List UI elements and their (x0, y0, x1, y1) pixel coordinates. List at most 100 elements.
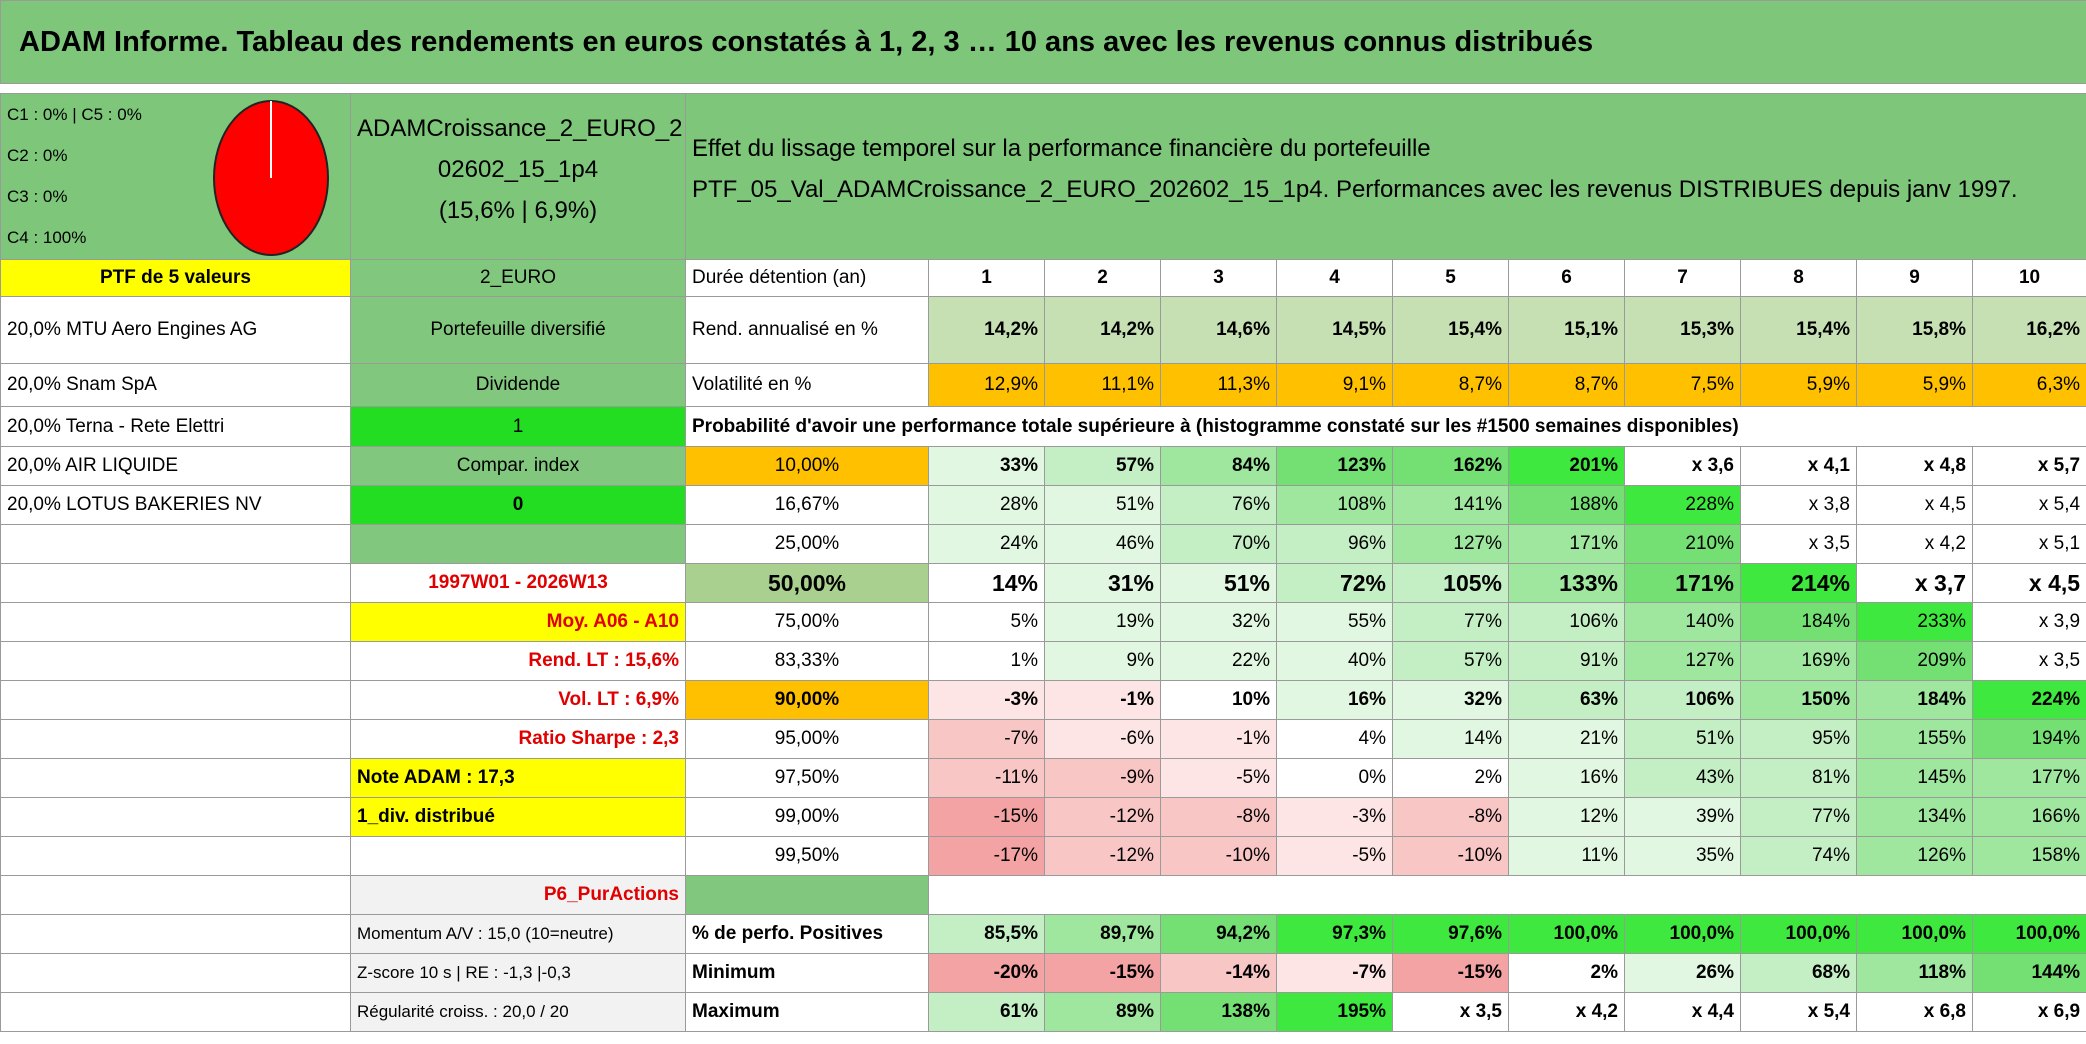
value-cell: 95% (1740, 719, 1857, 759)
value-cell: 4% (1276, 719, 1393, 759)
value-cell (1160, 875, 1277, 915)
spacer (1, 84, 2086, 94)
value-cell: -12% (1044, 797, 1161, 837)
weight: C1 : 0% | C5 : 0% (7, 105, 142, 124)
value-cell: x 4,2 (1508, 992, 1625, 1032)
value-cell: x 6,8 (1856, 992, 1973, 1032)
value-cell: 43% (1624, 758, 1741, 798)
value-cell: 158% (1971, 836, 2086, 876)
value-cell: 145% (1856, 758, 1973, 798)
pie-icon (213, 100, 329, 256)
value-cell: 100,0% (1971, 914, 2086, 954)
value-cell: 6,3% (1971, 363, 2086, 407)
value-cell: -15% (1044, 953, 1161, 993)
table-row (1, 84, 2086, 94)
value-cell: 1 (928, 259, 1045, 297)
value-cell: 40% (1276, 641, 1393, 681)
value-cell: 194% (1971, 719, 2086, 759)
value-cell: x 3,8 (1740, 485, 1857, 525)
value-cell: 24% (928, 524, 1045, 564)
info-cell: Portefeuille diversifié (350, 296, 686, 364)
table-row: Rend. LT : 15,6% 83,33% 1% 9% 22% 40% 57% 91% 12… (0, 641, 2086, 681)
value-cell: 5,9% (1856, 363, 1973, 407)
holding-cell (0, 680, 351, 720)
value-cell: 14% (928, 563, 1045, 603)
value-cell: -20% (928, 953, 1045, 993)
value-cell: -1% (1160, 719, 1277, 759)
label-cell: 99,00% (685, 797, 929, 837)
value-cell: -11% (928, 758, 1045, 798)
holding-cell: 20,0% Terna - Rete Elettri (0, 406, 351, 447)
value-cell: 169% (1740, 641, 1857, 681)
value-cell: -12% (1044, 836, 1161, 876)
label-cell: 95,00% (685, 719, 929, 759)
value-cell: -5% (1160, 758, 1277, 798)
value-cell: 96% (1276, 524, 1393, 564)
value-cell: 5,9% (1740, 363, 1857, 407)
value-cell: 94,2% (1160, 914, 1277, 954)
value-cell: 72% (1276, 563, 1393, 603)
label-cell: 75,00% (685, 602, 929, 642)
value-cell: -8% (1160, 797, 1277, 837)
value-cell: -9% (1044, 758, 1161, 798)
value-cell: 162% (1392, 446, 1509, 486)
holding-cell: PTF de 5 valeurs (0, 259, 351, 297)
label-cell: 83,33% (685, 641, 929, 681)
info-cell: Z-score 10 s | RE : -1,3 |-0,3 (350, 953, 686, 993)
value-cell: 46% (1044, 524, 1161, 564)
value-cell (1392, 875, 1509, 915)
holding-cell (0, 953, 351, 993)
table-row: C1 : 0% | C5 : 0% C2 : 0% C3 : 0% C4 : 100%… (0, 93, 2086, 260)
value-cell: 127% (1392, 524, 1509, 564)
value-cell: 57% (1044, 446, 1161, 486)
info-cell: Compar. index (350, 446, 686, 486)
info-cell: 1_div. distribué (350, 797, 686, 837)
value-cell: 201% (1508, 446, 1625, 486)
value-cell: 184% (1856, 680, 1973, 720)
value-cell: x 5,7 (1971, 446, 2086, 486)
value-cell: 150% (1740, 680, 1857, 720)
value-cell: 77% (1392, 602, 1509, 642)
holding-cell: 20,0% MTU Aero Engines AG (0, 296, 351, 364)
value-cell: 100,0% (1508, 914, 1625, 954)
value-cell: 2% (1392, 758, 1509, 798)
value-cell: -3% (1276, 797, 1393, 837)
value-cell: x 3,6 (1624, 446, 1741, 486)
value-cell: 127% (1624, 641, 1741, 681)
value-cell: 15,8% (1856, 296, 1973, 364)
value-cell: x 5,4 (1971, 485, 2086, 525)
value-cell: 9% (1044, 641, 1161, 681)
value-cell: -5% (1276, 836, 1393, 876)
label-cell: Rend. annualisé en % (685, 296, 929, 364)
value-cell: 10 (1971, 259, 2086, 297)
info-cell (350, 836, 686, 876)
value-cell: 55% (1276, 602, 1393, 642)
value-cell: 91% (1508, 641, 1625, 681)
table-row: ADAM Informe. Tableau des rendements en … (0, 0, 2086, 84)
value-cell: 105% (1392, 563, 1509, 603)
value-cell: x 3,5 (1392, 992, 1509, 1032)
value-cell: x 4,4 (1624, 992, 1741, 1032)
fund-cell: ADAMCroissance_2_EURO_2 02602_15_1p4 (15,6… (350, 93, 686, 260)
value-cell: 14,2% (1044, 296, 1161, 364)
value-cell: 97,3% (1276, 914, 1393, 954)
description: PTF_05_Val_ADAMCroissance_2_EURO_202602_… (692, 176, 2018, 203)
info-cell: 1 (350, 406, 686, 447)
value-cell: 3 (1160, 259, 1277, 297)
value-cell: -15% (928, 797, 1045, 837)
value-cell: 108% (1276, 485, 1393, 525)
value-cell: 51% (1044, 485, 1161, 525)
weight: C3 : 0% (7, 187, 68, 206)
value-cell: 5% (928, 602, 1045, 642)
value-cell: 100,0% (1624, 914, 1741, 954)
value-cell: x 4,5 (1971, 563, 2086, 603)
info-cell: Moy. A06 - A10 (350, 602, 686, 642)
table-row: Z-score 10 s | RE : -1,3 |-0,3 Minimum -20… (0, 953, 2086, 993)
value-cell: 11,1% (1044, 363, 1161, 407)
value-cell: x 4,8 (1856, 446, 1973, 486)
label-cell: Durée détention (an) (685, 259, 929, 297)
table-row: 20,0% MTU Aero Engines AG Portefeuille di… (0, 296, 2086, 364)
weight: C2 : 0% (7, 146, 68, 165)
table-row: PTF de 5 valeurs 2_EURO Durée détention (a… (0, 259, 2086, 297)
